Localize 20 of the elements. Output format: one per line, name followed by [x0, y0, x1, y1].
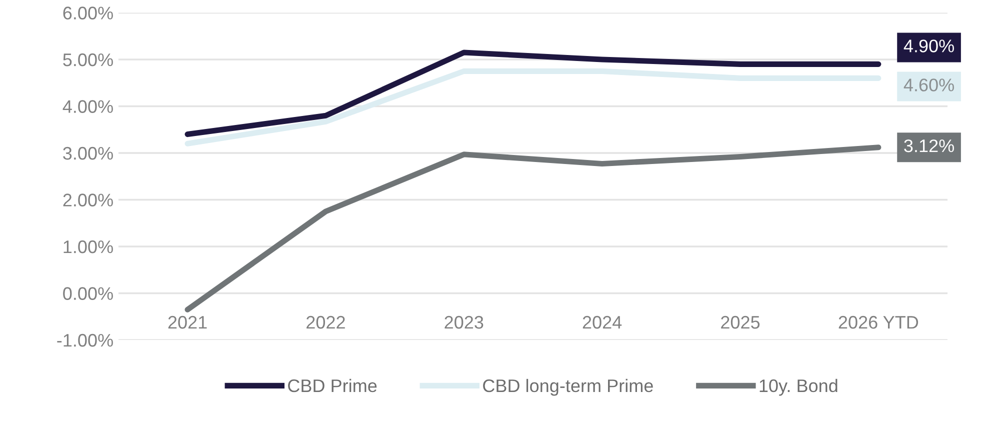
- data-label: 4.60%: [904, 78, 954, 92]
- y-tick-label: -1.00%: [57, 334, 113, 347]
- legend-label: 10y. Bond: [760, 378, 838, 396]
- y-tick-label: 6.00%: [63, 6, 113, 20]
- y-tick-label: 4.00%: [62, 100, 113, 113]
- y-tick-label: 2.00%: [63, 194, 113, 206]
- x-tick-label: 2024: [582, 316, 622, 329]
- x-tick-label: 2025: [721, 316, 760, 329]
- y-tick-label: 3.00%: [63, 146, 113, 160]
- y-tick-label: 5.00%: [63, 53, 113, 66]
- y-tick-label: 1.00%: [64, 240, 113, 254]
- y-tick-label: 0.00%: [63, 287, 113, 300]
- x-tick-label: 2022: [306, 316, 345, 329]
- x-tick-label: 2026 YTD: [838, 316, 918, 329]
- legend-label: CBD long-term Prime: [483, 378, 653, 396]
- x-tick-label: 2021: [168, 316, 207, 329]
- data-label: 3.12%: [904, 139, 954, 152]
- x-tick-label: 2023: [444, 316, 484, 329]
- data-label: 4.90%: [904, 40, 954, 52]
- legend-label: CBD Prime: [288, 378, 377, 392]
